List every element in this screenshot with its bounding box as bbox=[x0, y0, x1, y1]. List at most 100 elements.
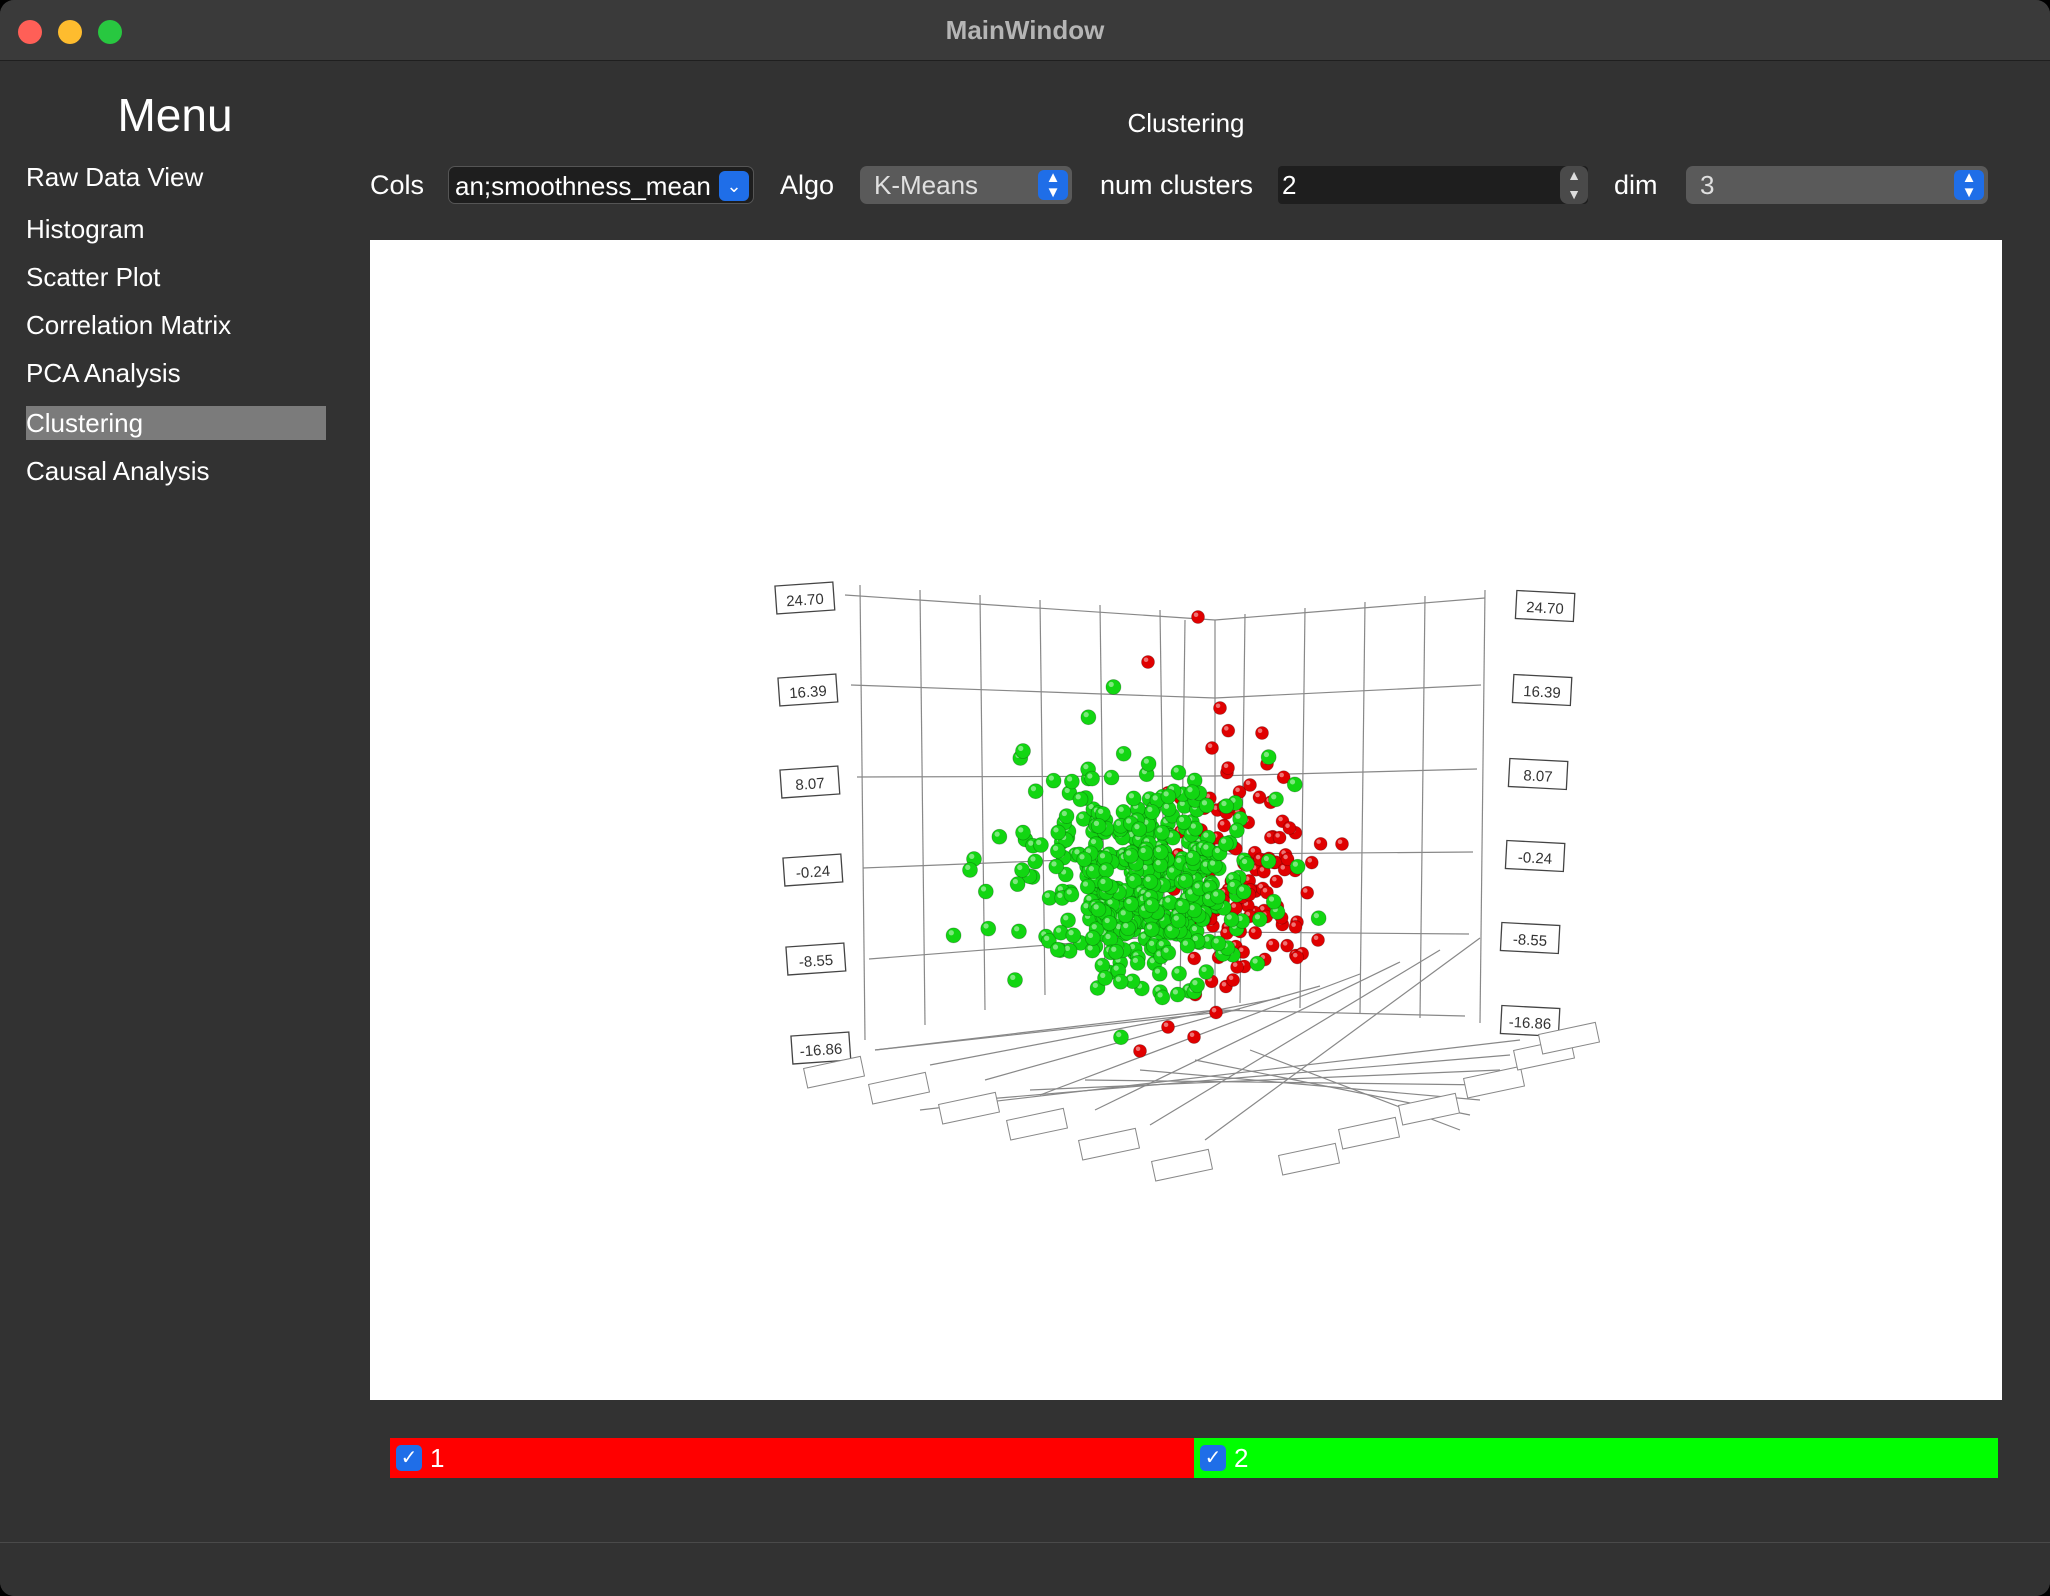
cluster-2-point bbox=[1007, 972, 1023, 988]
cluster-2-point-highlight bbox=[1214, 847, 1220, 854]
cluster-2-point bbox=[1223, 911, 1240, 928]
cluster-2-point-highlight bbox=[1128, 793, 1135, 799]
cluster-2-point-highlight bbox=[1191, 925, 1198, 932]
algo-select-value: K-Means bbox=[874, 170, 979, 200]
cluster-1-point-highlight bbox=[1257, 728, 1263, 733]
sidebar-item-pca-analysis[interactable]: PCA Analysis bbox=[26, 358, 181, 388]
sidebar-item-raw-data-view[interactable]: Raw Data View bbox=[26, 162, 204, 192]
cluster-2-point-highlight bbox=[1123, 922, 1129, 929]
cluster-2-point bbox=[1097, 876, 1114, 893]
up-down-chevron-icon[interactable]: ▲ ▼ bbox=[1038, 170, 1068, 200]
cluster-2-point bbox=[1171, 965, 1187, 982]
cluster-2-point-highlight bbox=[1097, 960, 1103, 966]
cluster-plot-area[interactable]: 24.70 24.70 16.39 16.39 8.07 8.07 -0.24 -0.24 -8… bbox=[370, 240, 2002, 1400]
cluster-1-point-highlight bbox=[1292, 952, 1298, 958]
y-tick-label-right: 8.07 bbox=[1523, 767, 1553, 786]
up-down-chevron-icon[interactable]: ▲ ▼ bbox=[1954, 170, 1984, 200]
sidebar-item-correlation-matrix[interactable]: Correlation Matrix bbox=[26, 310, 232, 340]
cluster-2-point bbox=[1238, 856, 1255, 872]
cluster-2-point-highlight bbox=[1129, 944, 1136, 950]
cluster-1-point-highlight bbox=[1238, 947, 1244, 953]
cluster-2-point-highlight bbox=[1187, 889, 1193, 895]
close-window-button[interactable] bbox=[18, 20, 42, 44]
cluster-2-point-highlight bbox=[1145, 876, 1151, 882]
cluster-1-point bbox=[1221, 761, 1235, 775]
cluster-1-point-highlight bbox=[1245, 780, 1251, 785]
cluster-2-point bbox=[1014, 862, 1030, 878]
cluster-2-point bbox=[1289, 858, 1306, 875]
cluster-2-point-highlight bbox=[1125, 818, 1132, 824]
y-tick-label-left: -16.86 bbox=[799, 1041, 843, 1061]
cluster-2-point-highlight bbox=[1213, 891, 1219, 897]
cluster-2-point-highlight bbox=[1142, 864, 1148, 871]
cluster-2-point-highlight bbox=[1064, 787, 1070, 793]
y-tick-box-left bbox=[782, 853, 844, 887]
minimize-window-button[interactable] bbox=[58, 20, 82, 44]
cluster-2-point-highlight bbox=[1108, 681, 1114, 687]
cluster-2-point-highlight bbox=[1241, 858, 1248, 865]
checkbox-checked-icon[interactable]: ✓ bbox=[396, 1445, 422, 1471]
num-clusters-spinbox[interactable]: 2 ▲ ▼ bbox=[1278, 166, 1588, 204]
cluster-1-point-highlight bbox=[1189, 1032, 1195, 1037]
cluster-2-point bbox=[1235, 883, 1252, 900]
cluster-2-point-highlight bbox=[1143, 758, 1149, 764]
cluster-1-point bbox=[1255, 726, 1269, 740]
cluster-2-point-highlight bbox=[1155, 846, 1162, 853]
cluster-2-point-highlight bbox=[1018, 745, 1024, 751]
cluster-2-point-highlight bbox=[1229, 881, 1235, 887]
sidebar-item-scatter-plot[interactable]: Scatter Plot bbox=[26, 262, 161, 292]
cluster-2-point-highlight bbox=[1263, 855, 1269, 862]
y-tick-label-right: 24.70 bbox=[1526, 599, 1564, 618]
y-tick-box-left bbox=[774, 581, 836, 615]
title-bar: MainWindow bbox=[0, 0, 2050, 61]
cluster-2-point-highlight bbox=[1173, 767, 1179, 773]
cluster-2-point bbox=[1198, 964, 1215, 980]
cluster-2-point-highlight bbox=[1087, 945, 1093, 951]
floor-tick-box bbox=[1537, 1021, 1601, 1055]
cluster-1-point-highlight bbox=[1235, 787, 1240, 793]
cluster-2-point bbox=[1015, 824, 1031, 841]
cluster-2-point-highlight bbox=[1044, 892, 1050, 898]
sidebar-item-clustering[interactable]: Clustering bbox=[26, 406, 326, 440]
cluster-1-point-highlight bbox=[1189, 953, 1195, 959]
cluster-2-point-highlight bbox=[1192, 935, 1199, 942]
cluster-2-point-highlight bbox=[980, 886, 987, 892]
sidebar-item-causal-analysis[interactable]: Causal Analysis bbox=[26, 456, 210, 486]
cluster-1-point bbox=[1252, 790, 1267, 805]
cluster-2-point-highlight bbox=[1036, 839, 1042, 846]
cluster-2-point bbox=[1084, 930, 1101, 946]
chevron-down-icon[interactable]: ⌄ bbox=[719, 171, 749, 201]
cluster-2-point bbox=[1249, 955, 1266, 972]
cluster-2-point-highlight bbox=[1044, 935, 1050, 941]
cluster-2-point bbox=[1187, 820, 1204, 837]
cluster-2-point bbox=[1217, 835, 1234, 852]
cluster-1-point-highlight bbox=[1279, 772, 1284, 778]
cluster-2-point-highlight bbox=[1083, 711, 1089, 718]
legend-cluster-2[interactable]: ✓ 2 bbox=[1194, 1438, 1998, 1478]
cluster-2-point-highlight bbox=[1235, 813, 1241, 819]
cluster-2-point-highlight bbox=[1057, 886, 1063, 892]
spinbox-stepper-icon[interactable]: ▲ ▼ bbox=[1560, 166, 1588, 204]
legend-cluster-1[interactable]: ✓ 1 bbox=[390, 1438, 1194, 1478]
cluster-1-point bbox=[1209, 1005, 1223, 1020]
checkbox-checked-icon[interactable]: ✓ bbox=[1200, 1445, 1226, 1471]
cols-select[interactable]: an;smoothness_mean ⌄ bbox=[448, 166, 754, 204]
scatter-3d-chart[interactable]: 24.70 24.70 16.39 16.39 8.07 8.07 -0.24 -0.24 -8… bbox=[370, 240, 2002, 1400]
dim-select[interactable]: 3 ▲ ▼ bbox=[1686, 166, 1988, 204]
maximize-window-button[interactable] bbox=[98, 20, 122, 44]
cluster-1-point-highlight bbox=[1250, 928, 1256, 933]
cluster-2-point bbox=[1048, 858, 1065, 875]
cluster-2-point-highlight bbox=[1127, 975, 1133, 982]
cluster-2-point bbox=[1115, 745, 1132, 762]
cluster-1-point bbox=[1221, 723, 1236, 738]
cluster-2-point-highlight bbox=[1101, 865, 1107, 871]
cluster-1-point bbox=[1288, 920, 1303, 934]
cluster-2-point bbox=[1049, 941, 1066, 958]
y-tick-label-left: 8.07 bbox=[795, 775, 825, 794]
cluster-1-point bbox=[1187, 1030, 1201, 1044]
cluster-2-point-highlight bbox=[1087, 773, 1093, 779]
cols-label: Cols bbox=[370, 170, 425, 200]
algo-select[interactable]: K-Means ▲ ▼ bbox=[860, 166, 1072, 204]
sidebar-item-histogram[interactable]: Histogram bbox=[26, 214, 145, 244]
cluster-2-point-highlight bbox=[1231, 825, 1238, 831]
